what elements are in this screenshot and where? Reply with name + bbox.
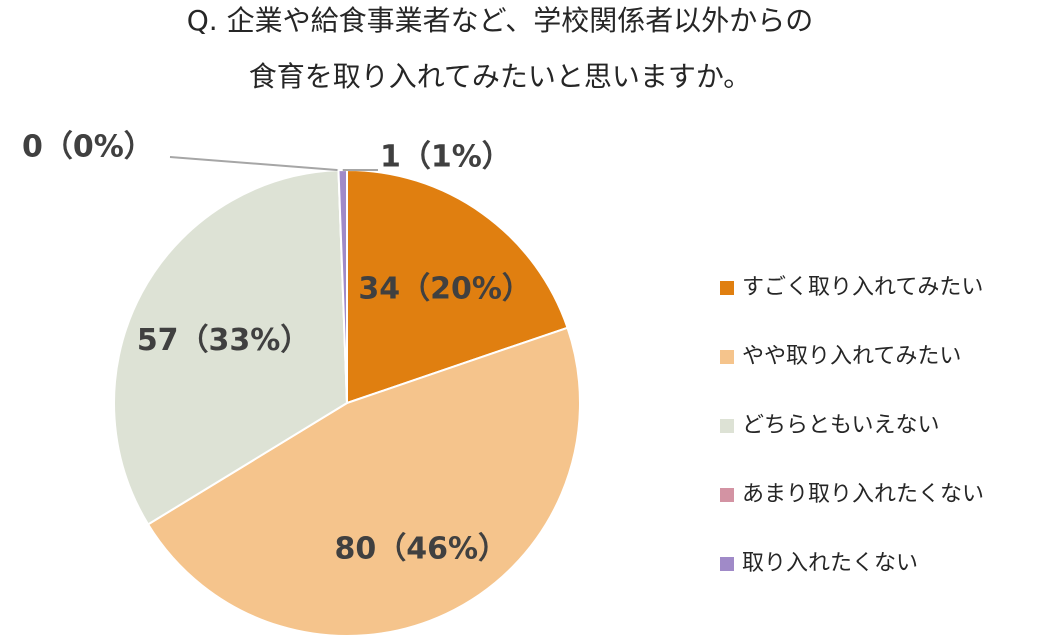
chart-title: 食育を取り入れてみたいと思いますか。 bbox=[249, 60, 752, 93]
data-label: 34（20%） bbox=[358, 271, 532, 306]
pie-slice bbox=[113, 169, 349, 526]
legend-swatch bbox=[720, 419, 734, 433]
legend-swatch bbox=[720, 488, 734, 502]
data-label: 0（0%） bbox=[22, 130, 154, 165]
data-label: 57（33%） bbox=[137, 323, 311, 358]
legend-swatch bbox=[720, 557, 734, 571]
data-label: 80（46%） bbox=[335, 532, 509, 567]
data-label: 1（1%） bbox=[380, 140, 512, 175]
legend-label: 取り入れたくない bbox=[742, 551, 918, 576]
legend-label: すごく取り入れてみたい bbox=[742, 275, 983, 300]
pie-slice bbox=[346, 168, 569, 405]
pie-slice bbox=[146, 326, 581, 637]
chart-title: Q. 企業や給食事業者など、学校関係者以外からの bbox=[187, 4, 813, 37]
legend-swatch bbox=[720, 350, 734, 364]
legend-label: あまり取り入れたくない bbox=[742, 482, 984, 507]
legend-label: やや取り入れてみたい bbox=[742, 344, 961, 369]
legend-swatch bbox=[720, 281, 734, 295]
leader-line bbox=[169, 156, 339, 172]
legend-label: どちらともいえない bbox=[742, 413, 940, 438]
